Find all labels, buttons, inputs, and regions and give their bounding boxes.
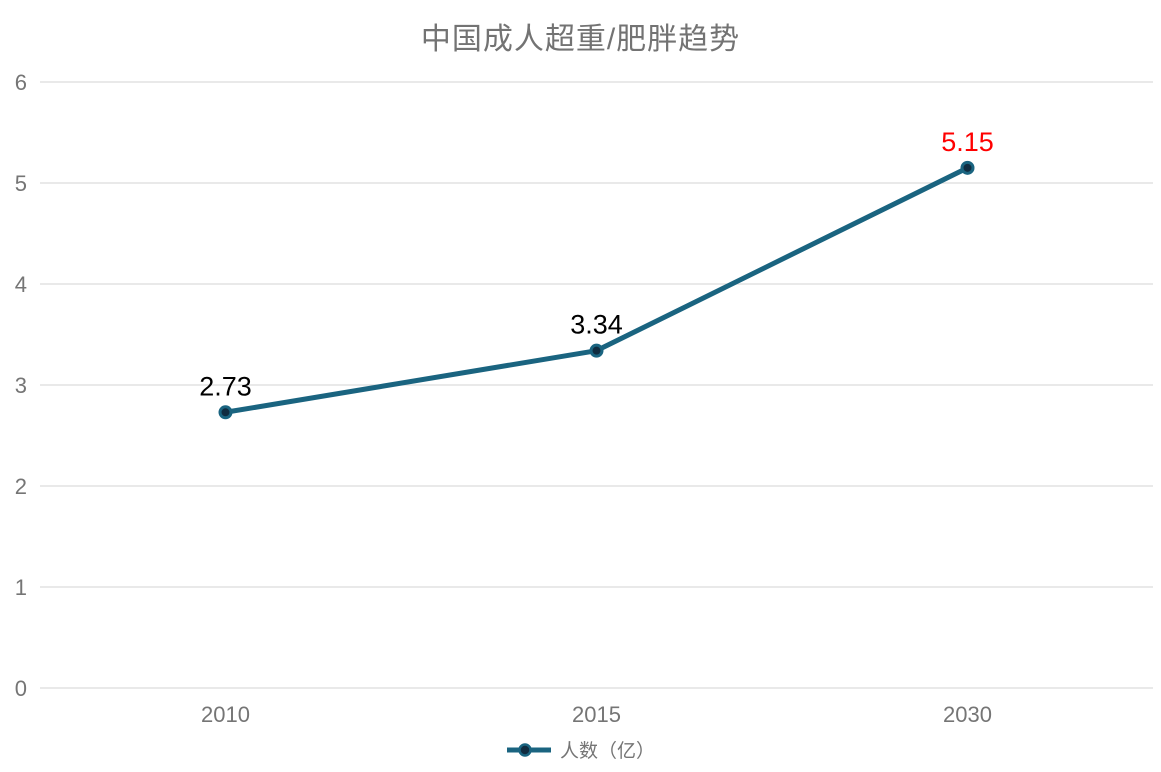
data-point-marker: [589, 343, 604, 358]
series-line: [223, 165, 970, 415]
y-tick-label: 2: [15, 474, 27, 499]
y-tick-label: 3: [15, 373, 27, 398]
x-tick-label: 2015: [572, 702, 621, 727]
x-tick-label: 2010: [201, 702, 250, 727]
data-point-marker: [218, 405, 233, 420]
y-tick-label: 5: [15, 171, 27, 196]
y-tick-label: 1: [15, 575, 27, 600]
chart-title: 中国成人超重/肥胖趋势: [420, 23, 741, 56]
data-point-marker: [960, 160, 975, 175]
value-label: 5.15: [941, 127, 994, 157]
x-tick-label: 2030: [943, 702, 992, 727]
legend-line-marker-icon: [506, 742, 551, 757]
legend-item[interactable]: 人数（亿）: [0, 736, 1161, 763]
value-label: 3.34: [570, 310, 623, 340]
legend-label: 人数（亿）: [559, 741, 655, 762]
y-tick-label: 0: [15, 676, 27, 701]
value-label: 2.73: [199, 371, 252, 401]
y-tick-label: 6: [15, 70, 27, 95]
y-tick-label: 4: [15, 272, 27, 297]
